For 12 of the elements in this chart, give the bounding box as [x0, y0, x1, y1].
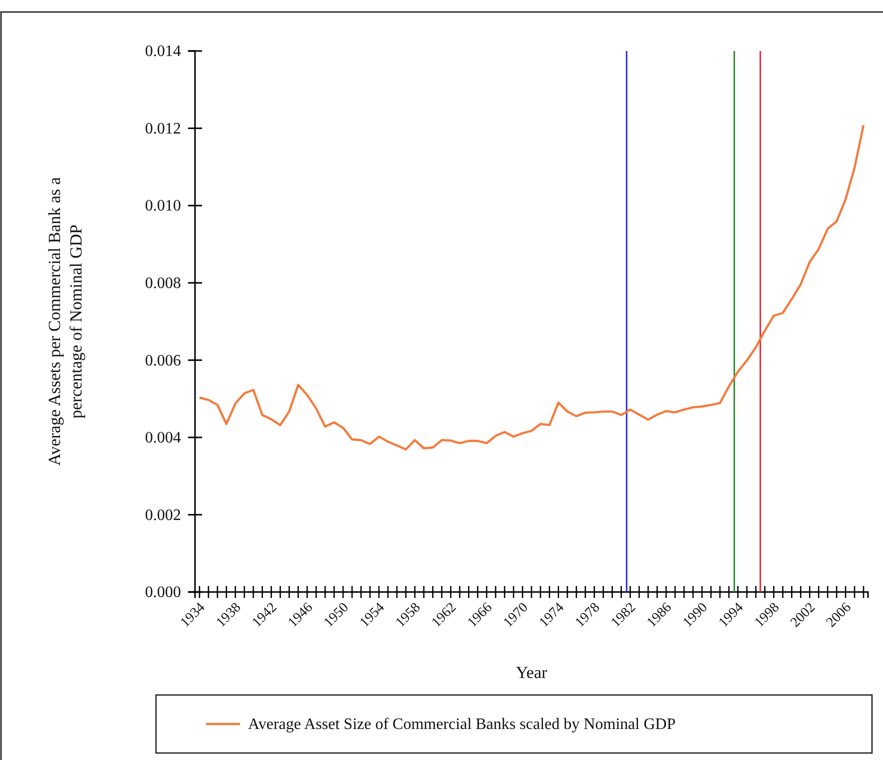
x-axis-title: Year [516, 663, 548, 682]
y-tick-label: 0.000 [145, 584, 181, 602]
y-tick-label: 0.002 [145, 506, 181, 524]
y-tick-label: 0.010 [145, 198, 181, 215]
y-tick-label: 0.012 [145, 120, 181, 138]
y-tick-label: 0.014 [145, 43, 181, 60]
y-tick-label: 0.006 [145, 352, 181, 370]
line-series [198, 124, 865, 451]
y-tick-label: 0.004 [145, 430, 181, 447]
y-axis-title: Average Assets per Commercial Bank as a percentage of Nominal GDP [45, 176, 86, 466]
y-tick-label: 0.008 [145, 274, 181, 292]
legend-label: Average Asset Size of Commercial Banks scaled by Nominal GDP [248, 716, 676, 733]
